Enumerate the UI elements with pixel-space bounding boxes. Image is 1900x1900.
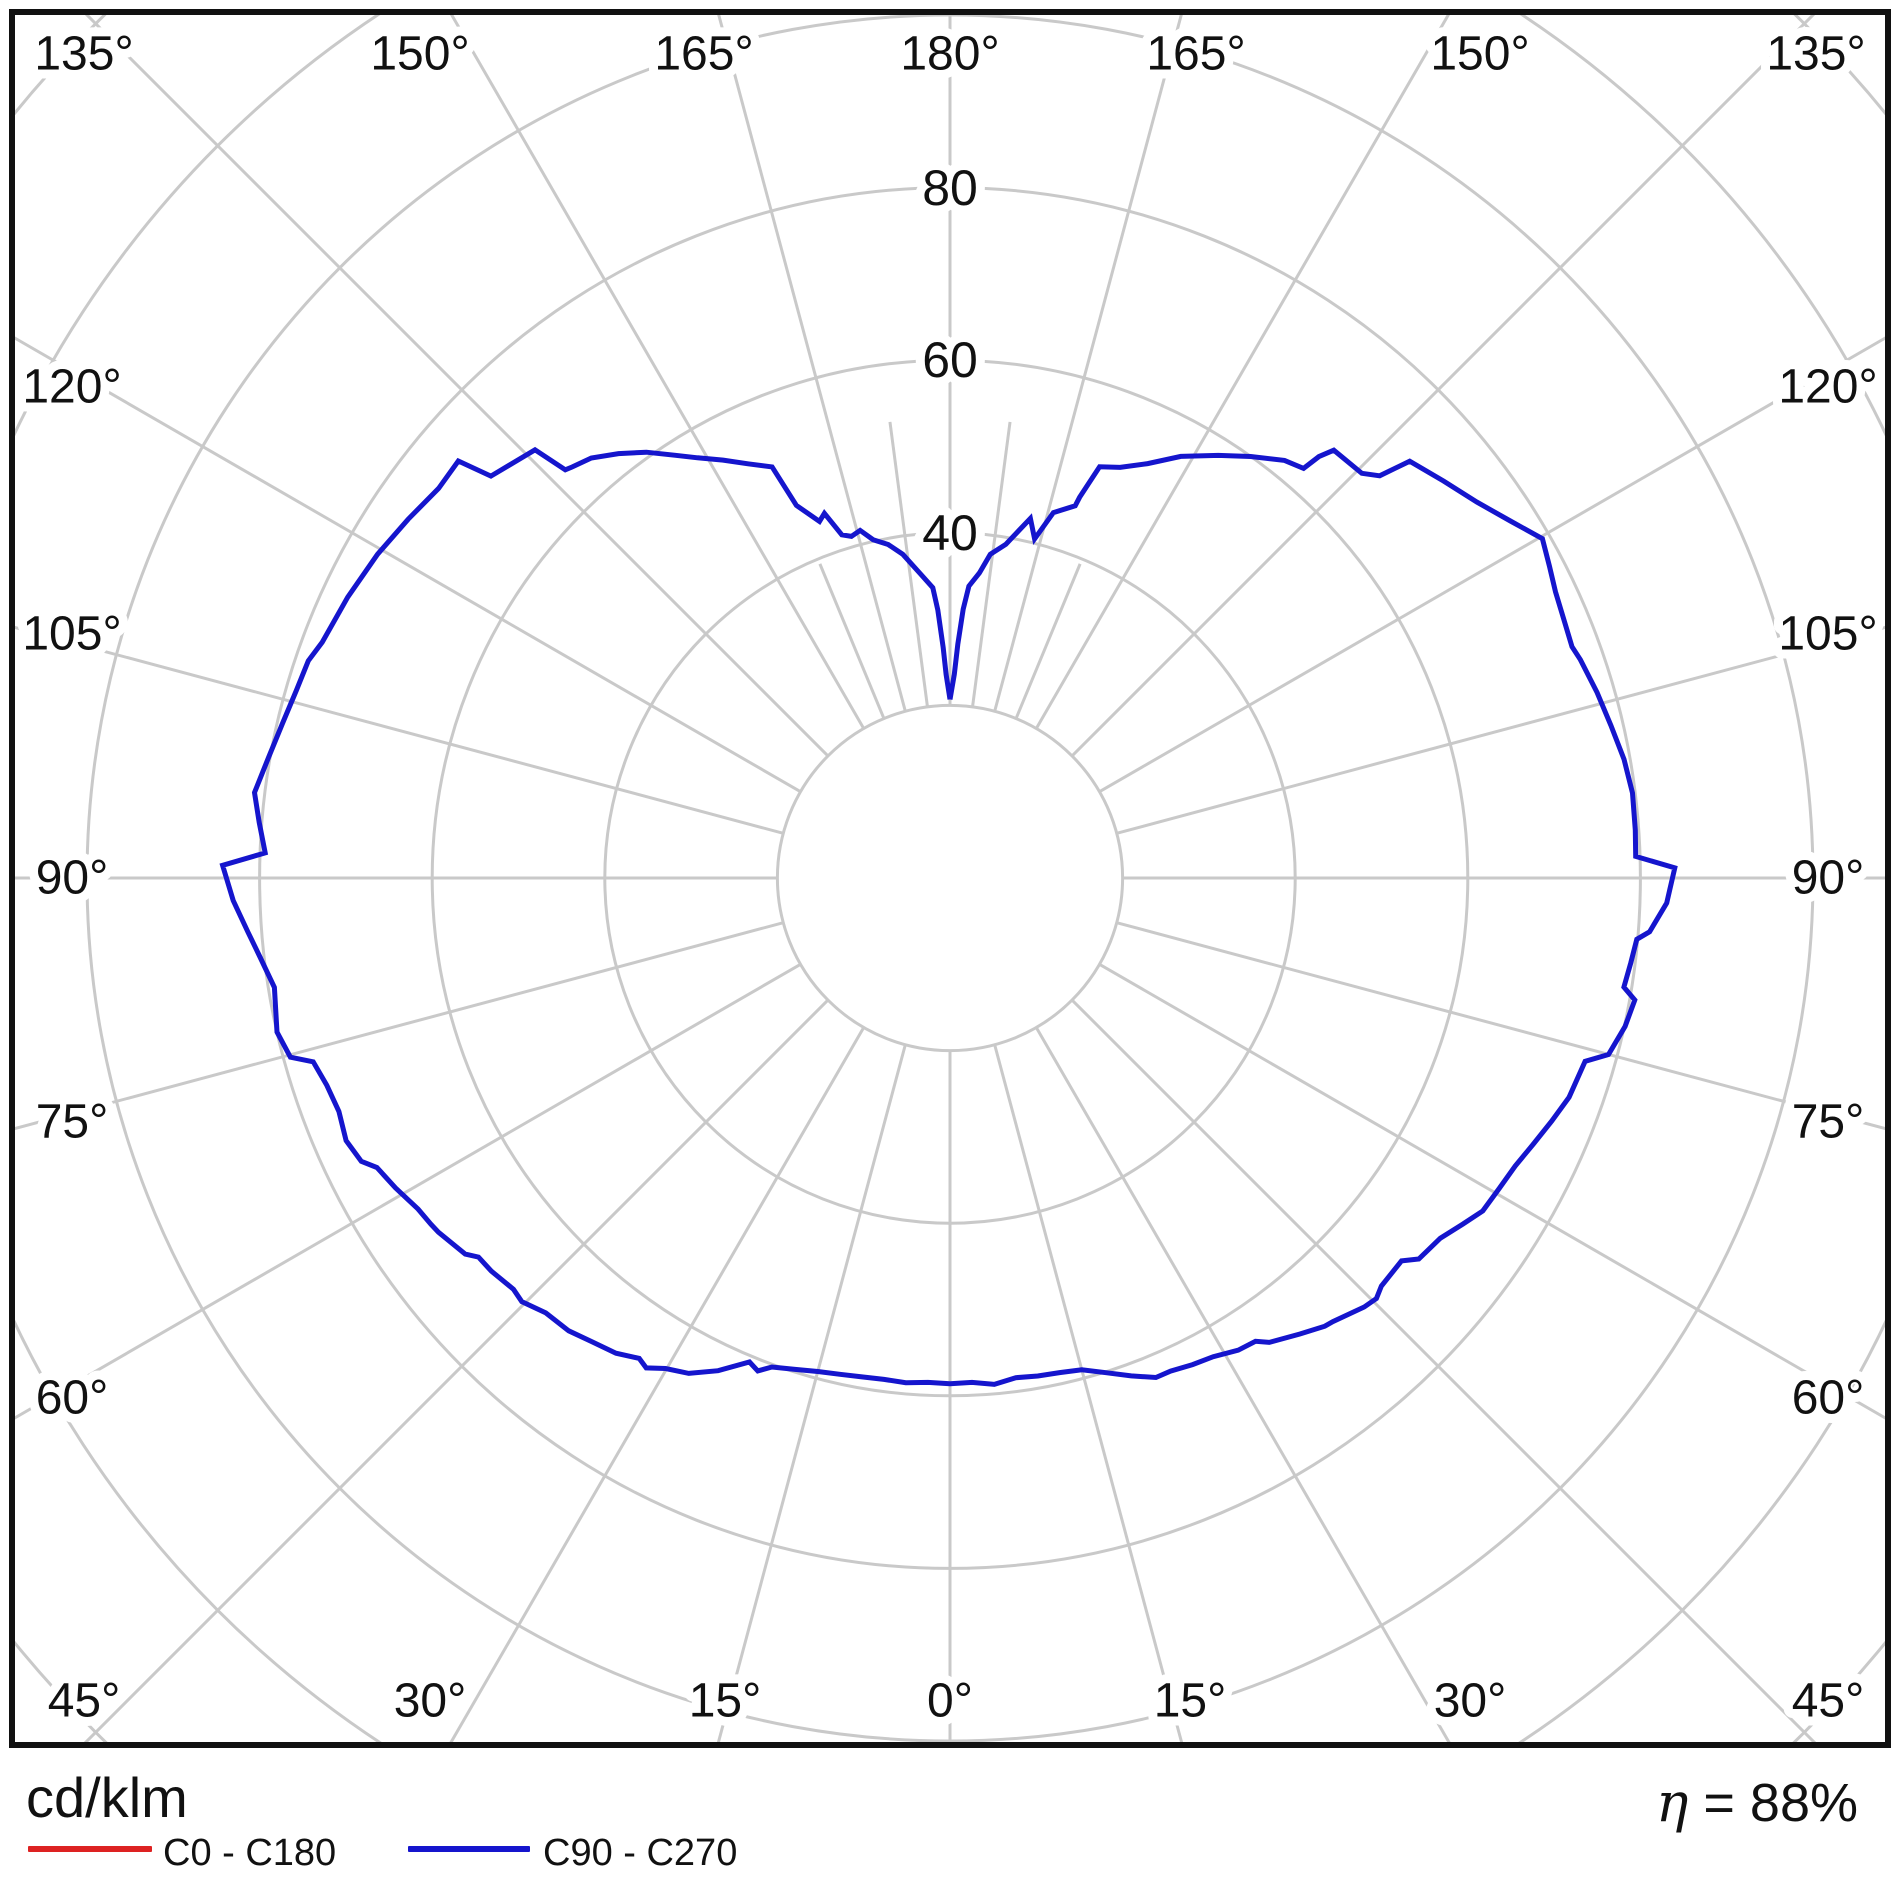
angle-label-1: 150°: [370, 28, 469, 81]
angle-label-19: 15°: [689, 1675, 762, 1728]
eta-value: = 88%: [1703, 1773, 1858, 1833]
grid-spoke-225: [81, 12, 830, 758]
angle-label-15: 75°: [1792, 1096, 1865, 1149]
angle-label-9: 90°: [36, 852, 109, 905]
grid-spoke-195: [716, 12, 907, 712]
angle-label-4: 165°: [1146, 28, 1245, 81]
legend-swatch-c90-c270: [408, 1846, 530, 1852]
efficiency-readout: η = 88%: [1656, 1773, 1858, 1833]
angle-label-23: 45°: [1792, 1675, 1865, 1728]
grid-spoke-255: [12, 625, 784, 835]
angle-label-13: 105°: [1778, 608, 1877, 661]
legend-swatch-c0-c180: [28, 1846, 152, 1852]
grid-spoke-315: [80, 998, 830, 1745]
grid-spoke-210: [448, 12, 865, 730]
angle-label-11: 60°: [36, 1372, 109, 1425]
angle-label-5: 150°: [1430, 28, 1529, 81]
units-label: cd/klm: [26, 1766, 188, 1829]
ring-label-80: 80: [922, 160, 978, 216]
angle-label-8: 105°: [22, 608, 121, 661]
grid-spoke-45: [1070, 998, 1820, 1745]
grid-spoke-120: [1098, 334, 1888, 793]
plot-frame: [9, 9, 1891, 1748]
legend-label-c90-c270: C90 - C270: [543, 1832, 738, 1874]
grid-spoke-300: [12, 963, 802, 1422]
grid-spoke-75: [1116, 921, 1888, 1131]
grid-spoke-105: [1116, 625, 1888, 835]
angle-label-2: 165°: [654, 28, 753, 81]
grid-spoke-60: [1098, 963, 1888, 1422]
angle-label-7: 120°: [22, 361, 121, 414]
grid-spoke-150: [1035, 12, 1452, 730]
grid-spoke-330: [447, 1026, 865, 1745]
angle-label-6: 135°: [1766, 28, 1865, 81]
angle-label-21: 15°: [1154, 1675, 1227, 1728]
ring-label-40: 40: [922, 505, 978, 561]
ring-label-60: 60: [922, 332, 978, 388]
angle-label-3: 180°: [900, 28, 999, 81]
grid-minor-spoke: [971, 421, 1012, 708]
grid-minor-spoke: [1014, 563, 1082, 720]
grid-spoke-30: [1035, 1026, 1453, 1745]
angle-label-16: 60°: [1792, 1372, 1865, 1425]
grid-spoke-15: [993, 1044, 1184, 1745]
grid-spoke-240: [12, 334, 802, 793]
angle-label-18: 30°: [394, 1675, 467, 1728]
legend-label-c0-c180: C0 - C180: [163, 1832, 337, 1874]
angle-label-20: 0°: [927, 1675, 973, 1728]
angle-label-17: 45°: [48, 1675, 121, 1728]
curve-c90-c270: [219, 446, 1678, 1387]
angle-label-14: 90°: [1792, 852, 1865, 905]
angle-label-12: 120°: [1778, 361, 1877, 414]
eta-symbol: η: [1656, 1771, 1689, 1834]
grid-spoke-165: [993, 12, 1184, 712]
angle-label-0: 135°: [34, 28, 133, 81]
angle-label-10: 75°: [36, 1096, 109, 1149]
grid-spoke-285: [12, 921, 784, 1131]
grid-ring-20: [775, 703, 1125, 1053]
grid-spoke-345: [716, 1044, 907, 1745]
angle-label-22: 30°: [1434, 1675, 1507, 1728]
grid-spoke-135: [1070, 12, 1819, 758]
grid-minor-spoke: [818, 563, 886, 720]
